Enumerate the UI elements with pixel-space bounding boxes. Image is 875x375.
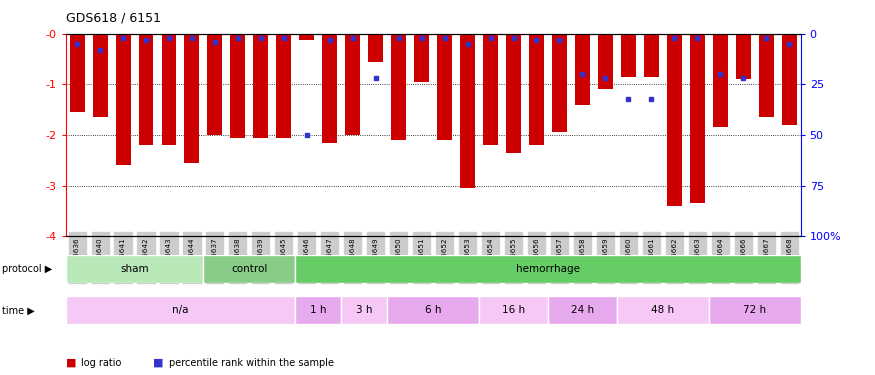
Text: 48 h: 48 h: [651, 305, 675, 315]
Bar: [254, 34, 269, 138]
Bar: [644, 34, 659, 77]
Text: n/a: n/a: [172, 305, 189, 315]
Bar: [548, 296, 617, 324]
Text: 16 h: 16 h: [502, 305, 525, 315]
Bar: [690, 34, 704, 203]
Text: 1 h: 1 h: [310, 305, 326, 315]
Text: 72 h: 72 h: [743, 305, 766, 315]
Bar: [66, 296, 296, 324]
Bar: [296, 255, 801, 283]
Bar: [203, 255, 296, 283]
Text: GDS618 / 6151: GDS618 / 6151: [66, 11, 161, 24]
Bar: [781, 34, 796, 125]
Text: 3 h: 3 h: [356, 305, 373, 315]
Bar: [276, 34, 291, 138]
Bar: [185, 34, 200, 163]
Text: control: control: [231, 264, 268, 274]
Bar: [483, 34, 498, 145]
Bar: [552, 34, 567, 132]
Bar: [388, 296, 480, 324]
Text: ■: ■: [153, 357, 164, 368]
Bar: [70, 34, 85, 112]
Bar: [368, 34, 383, 62]
Bar: [480, 296, 548, 324]
Bar: [230, 34, 245, 138]
Bar: [299, 34, 314, 40]
Bar: [598, 34, 612, 90]
Bar: [759, 34, 774, 117]
Bar: [346, 34, 360, 135]
Bar: [667, 34, 682, 206]
Bar: [322, 34, 337, 142]
Bar: [713, 34, 728, 128]
Text: sham: sham: [120, 264, 149, 274]
Bar: [116, 34, 130, 165]
Bar: [162, 34, 177, 145]
Bar: [736, 34, 751, 80]
Text: ■: ■: [66, 357, 76, 368]
Bar: [575, 34, 590, 105]
Bar: [506, 34, 521, 153]
Bar: [709, 296, 801, 324]
Text: protocol ▶: protocol ▶: [2, 264, 52, 274]
Bar: [460, 34, 475, 188]
Bar: [391, 34, 406, 140]
Bar: [66, 255, 203, 283]
Bar: [617, 296, 709, 324]
Bar: [341, 296, 388, 324]
Text: hemorrhage: hemorrhage: [516, 264, 580, 274]
Bar: [296, 296, 341, 324]
Text: log ratio: log ratio: [81, 357, 122, 368]
Bar: [93, 34, 108, 117]
Text: time ▶: time ▶: [2, 305, 34, 315]
Bar: [529, 34, 544, 145]
Text: percentile rank within the sample: percentile rank within the sample: [169, 357, 334, 368]
Bar: [621, 34, 636, 77]
Text: 24 h: 24 h: [570, 305, 594, 315]
Bar: [438, 34, 452, 140]
Bar: [207, 34, 222, 135]
Text: 6 h: 6 h: [425, 305, 441, 315]
Bar: [414, 34, 429, 82]
Bar: [138, 34, 153, 145]
